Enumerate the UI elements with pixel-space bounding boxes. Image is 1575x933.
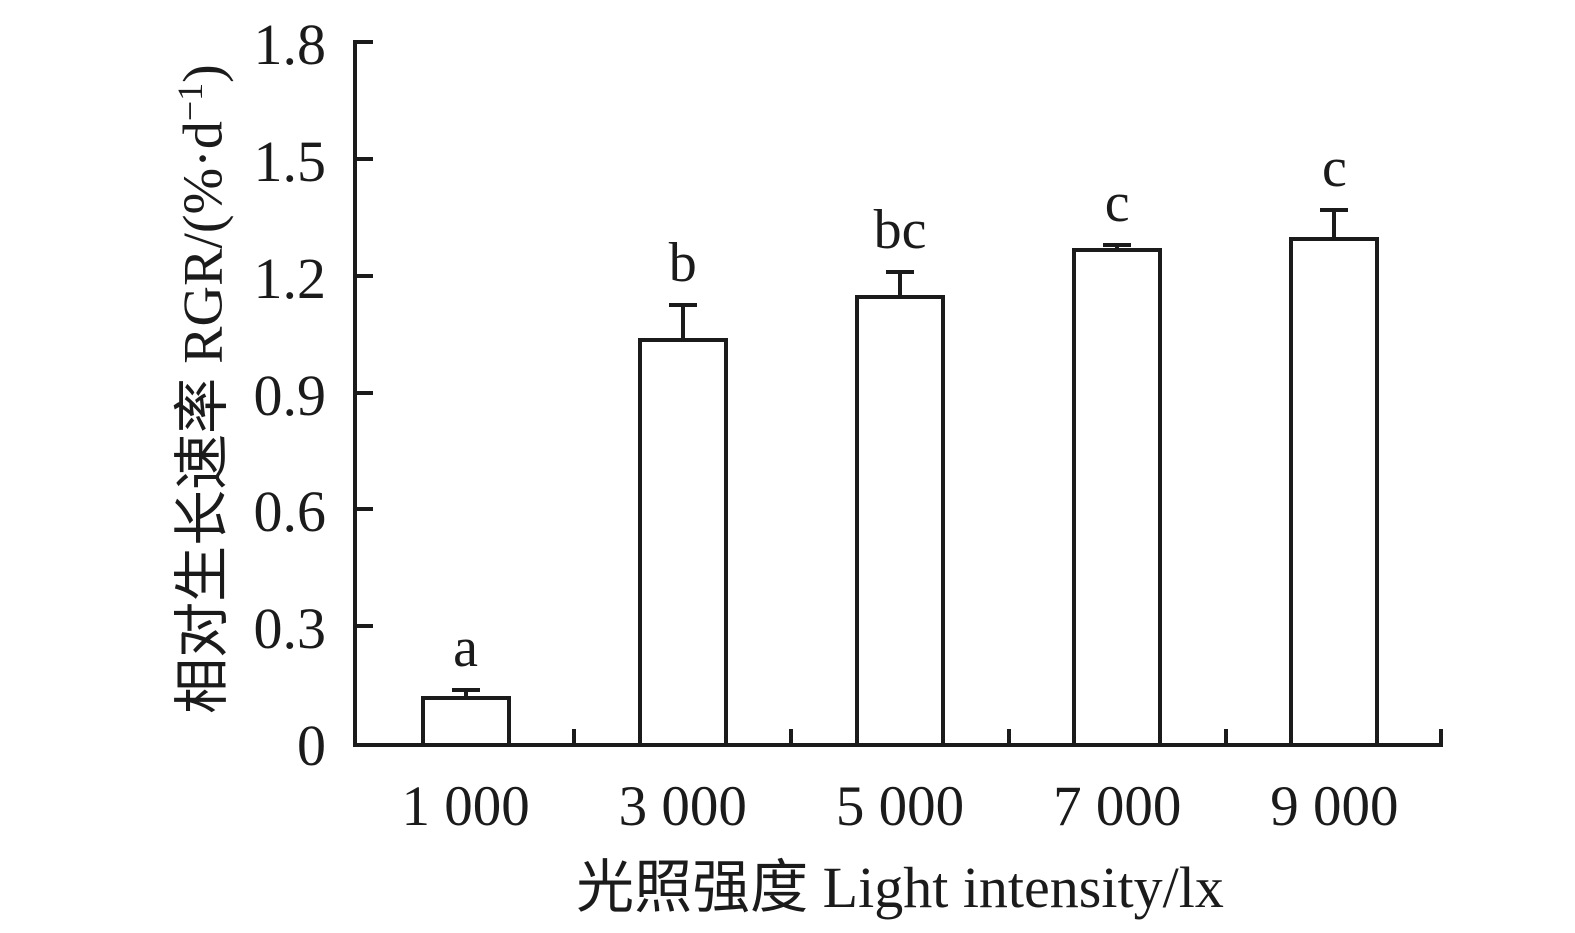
error-bar-cap bbox=[1103, 242, 1132, 247]
significance-letter: c bbox=[1104, 171, 1130, 234]
bar-5000 bbox=[855, 295, 945, 747]
x-tick-label: 1 000 bbox=[401, 775, 530, 838]
bar-3000 bbox=[637, 337, 728, 747]
y-axis-title-main: 相对生长速率 RGR/(%·d bbox=[172, 121, 235, 714]
y-tick-label: 1.2 bbox=[253, 245, 327, 311]
significance-letter: b bbox=[668, 231, 697, 294]
y-tick-label: 0.3 bbox=[253, 596, 327, 662]
x-axis-tick bbox=[789, 729, 794, 743]
x-axis-tick bbox=[572, 729, 577, 743]
x-tick-label: 7 000 bbox=[1053, 775, 1182, 838]
bar-1000 bbox=[420, 696, 511, 747]
x-axis-title: 光照强度 Light intensity/lx bbox=[576, 855, 1224, 920]
y-tick-label: 1.8 bbox=[253, 12, 327, 77]
error-bar-line bbox=[1332, 207, 1337, 237]
y-axis-title-close: ) bbox=[172, 64, 235, 83]
y-tick-label: 0 bbox=[297, 713, 326, 778]
x-tick-label: 3 000 bbox=[618, 775, 747, 838]
x-axis-tick bbox=[1223, 729, 1228, 743]
error-bar-cap bbox=[886, 269, 914, 274]
y-tick-label: 0.9 bbox=[253, 362, 327, 428]
y-axis-line bbox=[353, 40, 357, 747]
y-axis-tick bbox=[357, 156, 373, 161]
y-axis-tick bbox=[357, 624, 373, 629]
error-bar-cap bbox=[668, 302, 697, 307]
x-tick-label: 9 000 bbox=[1270, 775, 1399, 838]
error-bar-cap bbox=[1320, 207, 1349, 212]
y-axis-tick bbox=[357, 40, 373, 44]
y-axis-title-superscript: −1 bbox=[170, 82, 210, 122]
significance-letter: c bbox=[1321, 136, 1347, 199]
error-bar-line bbox=[680, 302, 685, 338]
significance-letter: a bbox=[453, 617, 479, 680]
y-axis-tick bbox=[357, 390, 373, 395]
x-axis-tick bbox=[1439, 729, 1443, 743]
y-tick-label: 0.6 bbox=[253, 479, 327, 545]
y-axis-tick bbox=[357, 507, 373, 512]
x-axis-tick bbox=[1006, 729, 1011, 743]
error-bar-cap bbox=[451, 688, 480, 693]
bar-7000 bbox=[1072, 248, 1163, 747]
bar-9000 bbox=[1289, 236, 1380, 747]
significance-letter: bc bbox=[873, 198, 927, 261]
y-axis-tick bbox=[357, 273, 373, 278]
x-axis-line bbox=[353, 743, 1443, 747]
x-tick-label: 5 000 bbox=[835, 775, 965, 838]
error-bar-line bbox=[898, 269, 902, 296]
y-axis-title: 相对生长速率 RGR/(%·d−1) bbox=[158, 24, 235, 754]
y-tick-label: 1.5 bbox=[253, 128, 327, 194]
